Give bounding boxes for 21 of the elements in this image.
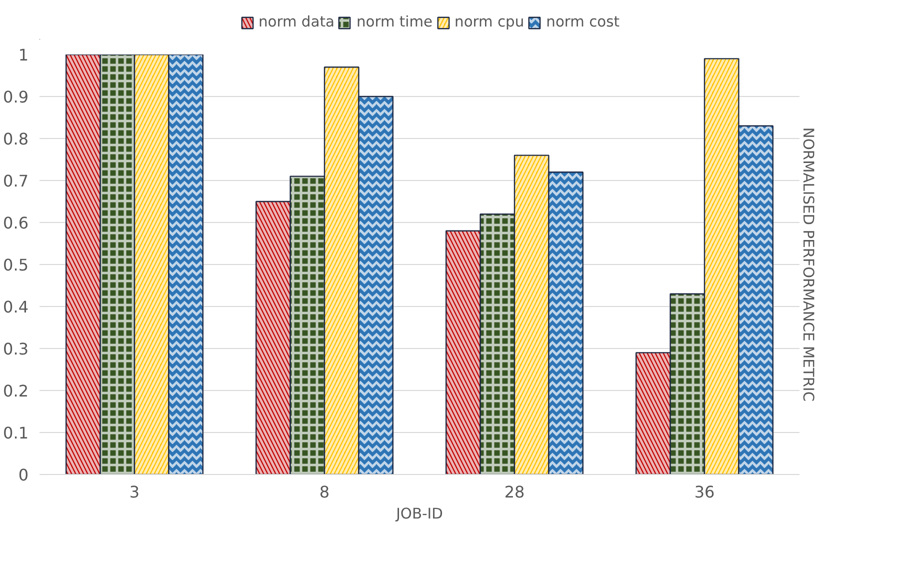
legend-label: norm time: [356, 14, 433, 30]
y-tick-label: 0.3: [3, 340, 29, 358]
x-axis-title: JOB-ID: [395, 506, 443, 522]
x-tick-label: 36: [694, 482, 715, 502]
x-tick-label: 28: [504, 482, 525, 502]
legend-label: norm cpu: [454, 14, 524, 30]
y-tick-label: 0.8: [3, 130, 29, 148]
x-tick-label: 3: [129, 482, 140, 502]
y-tick-label: 0.4: [3, 298, 29, 316]
y-tick-label: 0.2: [3, 382, 29, 400]
legend-label: norm data: [258, 14, 334, 30]
y-tick-label: 0.5: [3, 256, 29, 274]
y-tick-label: 0: [18, 466, 29, 484]
y-tick-label: 1: [18, 46, 29, 64]
y-tick-label: 0.9: [3, 88, 29, 106]
x-tick-label: 8: [319, 482, 330, 502]
y-axis-title: NORMALISED PERFORMANCE METRIC: [800, 127, 816, 402]
y-tick-label: 0.7: [3, 172, 29, 190]
legend-label: norm cost: [546, 14, 620, 30]
y-tick-label: 0.1: [3, 424, 29, 442]
y-tick-label: 0.6: [3, 214, 29, 232]
